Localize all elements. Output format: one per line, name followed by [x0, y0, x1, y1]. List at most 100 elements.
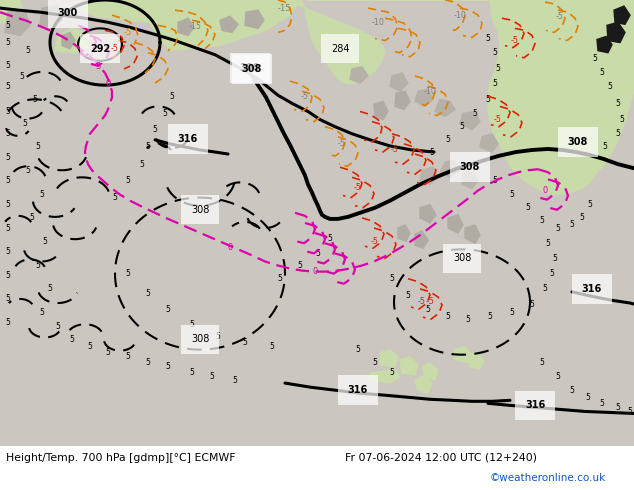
Text: 5: 5 — [243, 338, 247, 347]
Text: 5: 5 — [32, 95, 37, 104]
Text: 5: 5 — [555, 223, 560, 233]
Text: 5: 5 — [496, 64, 500, 74]
Text: 5: 5 — [488, 312, 493, 320]
Text: -5: -5 — [511, 36, 519, 45]
Text: 3: 3 — [95, 62, 101, 72]
Text: -5: -5 — [425, 297, 434, 307]
Text: 5: 5 — [602, 143, 607, 151]
Text: 5: 5 — [510, 308, 514, 317]
Text: ©weatheronline.co.uk: ©weatheronline.co.uk — [490, 473, 606, 483]
Text: -5: -5 — [111, 44, 119, 53]
Text: 5: 5 — [25, 46, 30, 55]
Text: 5: 5 — [6, 294, 10, 303]
Text: -5: -5 — [494, 115, 502, 124]
Text: 5: 5 — [269, 342, 275, 351]
Text: 5: 5 — [6, 200, 10, 209]
Text: -5: -5 — [418, 297, 426, 307]
Text: 5: 5 — [162, 109, 167, 118]
Polygon shape — [308, 0, 634, 195]
Text: 5: 5 — [70, 335, 74, 344]
Text: 5: 5 — [36, 143, 41, 151]
Text: 316: 316 — [582, 284, 602, 294]
Text: 5: 5 — [278, 274, 282, 283]
Text: 5: 5 — [526, 203, 531, 212]
Text: -10: -10 — [424, 87, 436, 96]
Text: 5: 5 — [389, 368, 394, 377]
Text: 5: 5 — [23, 119, 27, 128]
Text: 5: 5 — [510, 190, 514, 199]
Text: 5: 5 — [6, 129, 10, 138]
Polygon shape — [454, 346, 472, 363]
Polygon shape — [390, 73, 408, 91]
Text: 5: 5 — [430, 147, 434, 156]
Text: 0: 0 — [228, 243, 233, 252]
Text: 5: 5 — [106, 348, 110, 357]
Text: 5: 5 — [373, 358, 377, 368]
Text: 316: 316 — [348, 385, 368, 395]
Text: 5: 5 — [6, 21, 10, 30]
Text: 5: 5 — [6, 82, 10, 91]
Polygon shape — [40, 5, 62, 28]
Text: 5: 5 — [529, 299, 534, 309]
Text: 5: 5 — [616, 99, 621, 108]
Polygon shape — [350, 67, 368, 83]
Polygon shape — [448, 215, 463, 233]
Text: 5: 5 — [328, 234, 332, 243]
Text: -15: -15 — [188, 22, 202, 31]
Text: 5: 5 — [30, 213, 34, 222]
Text: -15: -15 — [277, 3, 291, 13]
Text: -5: -5 — [391, 146, 399, 154]
Text: 5: 5 — [425, 305, 430, 314]
Text: 5: 5 — [493, 78, 498, 88]
Text: 5: 5 — [569, 386, 574, 394]
Text: 5: 5 — [569, 220, 574, 229]
Polygon shape — [415, 231, 428, 248]
Text: 5: 5 — [486, 95, 491, 104]
Polygon shape — [62, 32, 75, 49]
Text: 5: 5 — [153, 125, 157, 134]
Text: 5: 5 — [493, 48, 498, 57]
Text: -5: -5 — [338, 139, 346, 148]
Text: 5: 5 — [6, 176, 10, 185]
Text: 5: 5 — [579, 213, 585, 222]
Text: 5: 5 — [6, 152, 10, 162]
Text: 308: 308 — [242, 64, 262, 74]
Text: 5: 5 — [543, 284, 547, 294]
Text: 5: 5 — [6, 107, 10, 116]
Text: 5: 5 — [555, 372, 560, 382]
Text: 5: 5 — [42, 237, 48, 245]
Text: 5: 5 — [190, 368, 195, 377]
Text: 5: 5 — [87, 342, 93, 351]
Text: -5: -5 — [556, 12, 564, 21]
Text: 5: 5 — [486, 34, 491, 43]
Text: 5: 5 — [6, 271, 10, 280]
Text: 5: 5 — [628, 407, 633, 416]
Text: 5: 5 — [146, 290, 150, 298]
Text: 5: 5 — [6, 223, 10, 233]
Text: 5: 5 — [607, 82, 612, 91]
Text: 5: 5 — [297, 261, 302, 270]
Text: 308: 308 — [191, 205, 209, 215]
Text: 5: 5 — [190, 320, 195, 329]
Polygon shape — [245, 10, 264, 28]
Text: 5: 5 — [356, 345, 361, 354]
Polygon shape — [80, 0, 255, 25]
Text: 308: 308 — [460, 162, 480, 172]
Text: 5: 5 — [48, 284, 53, 294]
Polygon shape — [465, 225, 480, 243]
Text: -10: -10 — [372, 18, 384, 27]
Polygon shape — [460, 112, 480, 130]
Text: 5: 5 — [316, 249, 320, 258]
Text: -5: -5 — [371, 237, 379, 245]
Text: 5: 5 — [553, 254, 557, 263]
Text: 308: 308 — [568, 137, 588, 147]
Text: 5: 5 — [113, 193, 117, 202]
Text: 5: 5 — [36, 261, 41, 270]
Text: -10: -10 — [453, 11, 467, 20]
Polygon shape — [350, 0, 634, 49]
Text: 316: 316 — [178, 134, 198, 144]
Text: 5: 5 — [616, 403, 621, 412]
Text: -5: -5 — [124, 28, 132, 37]
Text: 5: 5 — [169, 92, 174, 101]
Text: 308: 308 — [453, 253, 471, 264]
